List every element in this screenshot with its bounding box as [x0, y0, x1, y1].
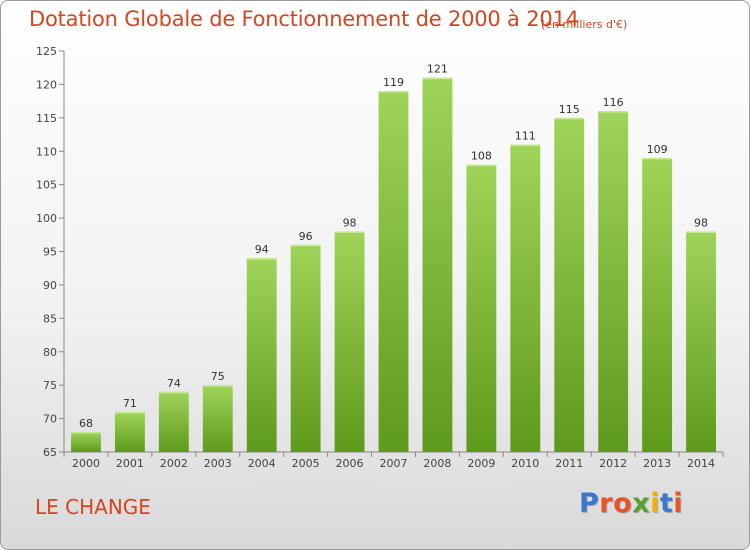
bar-highlight	[554, 117, 585, 120]
y-tick-label: 100	[36, 212, 57, 225]
bar-2005	[290, 244, 321, 452]
bar-2011	[554, 117, 585, 452]
data-label-2013: 109	[647, 143, 668, 156]
data-label-2010: 111	[515, 130, 536, 143]
bar-2001	[114, 411, 145, 452]
y-tick-label: 95	[43, 246, 57, 259]
logo-letter: o	[613, 488, 633, 519]
data-label-2001: 71	[123, 397, 137, 410]
data-label-2008: 121	[427, 63, 448, 76]
x-tick-label-2009: 2009	[467, 457, 495, 470]
bar-2000	[71, 431, 101, 452]
bar-highlight	[422, 77, 453, 80]
bar-2007	[378, 91, 409, 452]
data-label-2014: 98	[694, 216, 708, 229]
data-label-2009: 108	[471, 150, 492, 163]
data-label-2012: 116	[603, 96, 624, 109]
logo-letter: i	[650, 488, 660, 519]
bar-highlight	[290, 244, 321, 247]
chart-subtitle: (en milliers d'€)	[541, 18, 628, 31]
y-tick-label: 65	[43, 446, 57, 459]
data-label-2006: 98	[343, 216, 357, 229]
logo-letter: i	[673, 488, 684, 519]
data-label-2003: 75	[211, 370, 225, 383]
logo-letter: x	[632, 488, 651, 519]
bar-highlight	[71, 431, 101, 434]
data-label-2000: 68	[79, 417, 93, 430]
y-tick-label: 105	[36, 179, 57, 192]
chart-axes: 65 70 75 80 85 90 95 100 105 110 115 120 125 2000 2001…	[36, 45, 724, 470]
bar-highlight	[114, 411, 145, 414]
x-tick-label-2004: 2004	[248, 457, 276, 470]
y-tick-label: 110	[36, 145, 57, 158]
x-tick-label-2003: 2003	[204, 457, 232, 470]
x-tick-label-2007: 2007	[380, 457, 408, 470]
bar-highlight	[510, 144, 541, 147]
bar-highlight	[334, 231, 365, 233]
y-tick-label: 125	[36, 45, 57, 58]
data-label-2005: 96	[299, 230, 313, 243]
bar-2003	[202, 385, 233, 452]
bar-2004	[246, 258, 277, 452]
bar-highlight	[378, 91, 409, 93]
x-tick-label-2000: 2000	[72, 457, 100, 470]
logo-letter: P	[579, 488, 600, 519]
bar-highlight	[466, 164, 497, 167]
logo-letter: r	[599, 488, 614, 519]
bar-2006	[334, 231, 365, 452]
bar-highlight	[642, 157, 673, 160]
chart-bars: 68 71 74 75 94 96 98 119 121 108 111 115 116 109 98	[71, 63, 716, 453]
bar-2013	[642, 157, 673, 452]
y-tick-label: 85	[43, 312, 57, 325]
bar-highlight	[686, 231, 716, 233]
x-tick-label-2012: 2012	[599, 457, 627, 470]
x-tick-label-2005: 2005	[292, 457, 320, 470]
x-tick-label-2006: 2006	[336, 457, 364, 470]
chart-title: Dotation Globale de Fonctionnement de 20…	[29, 7, 579, 31]
y-tick-label: 115	[36, 112, 57, 125]
data-label-2007: 119	[383, 76, 404, 89]
bar-2012	[598, 111, 629, 453]
x-tick-label-2014: 2014	[687, 457, 715, 470]
x-tick-label-2002: 2002	[160, 457, 188, 470]
y-tick-label: 120	[36, 78, 57, 91]
x-tick-label-2013: 2013	[643, 457, 671, 470]
x-tick-label-2008: 2008	[423, 457, 451, 470]
x-tick-label-2010: 2010	[511, 457, 539, 470]
x-tick-label-2001: 2001	[116, 457, 144, 470]
data-label-2002: 74	[167, 377, 181, 390]
bar-2014	[686, 231, 716, 452]
bar-2002	[158, 391, 189, 452]
commune-name: LE CHANGE	[35, 495, 151, 519]
bar-2010	[510, 144, 541, 453]
y-tick-label: 80	[43, 346, 57, 359]
logo-letter: t	[659, 488, 674, 519]
x-tick-label-2011: 2011	[555, 457, 583, 470]
y-tick-label: 75	[43, 379, 57, 392]
y-tick-label: 70	[43, 413, 57, 426]
bar-highlight	[246, 258, 277, 260]
bar-highlight	[598, 111, 629, 113]
bar-2008	[422, 77, 453, 452]
data-label-2011: 115	[559, 103, 580, 116]
bar-highlight	[202, 385, 233, 387]
data-label-2004: 94	[255, 243, 269, 256]
y-tick-label: 90	[43, 279, 57, 292]
bar-2009	[466, 164, 497, 452]
proxiti-logo: Proxiti	[579, 488, 683, 519]
bar-highlight	[158, 391, 189, 394]
